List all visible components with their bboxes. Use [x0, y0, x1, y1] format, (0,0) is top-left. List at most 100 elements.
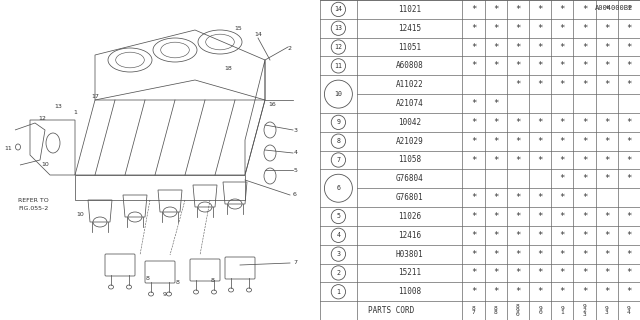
- Text: 9
0: 9 0: [538, 306, 542, 315]
- Text: 10042: 10042: [398, 118, 421, 127]
- Text: *: *: [604, 174, 609, 183]
- Text: *: *: [559, 24, 565, 33]
- Text: A21029: A21029: [396, 137, 424, 146]
- Text: *: *: [471, 118, 476, 127]
- Text: *: *: [493, 137, 499, 146]
- Text: *: *: [604, 268, 609, 277]
- Text: *: *: [604, 212, 609, 221]
- Text: 9
2
3: 9 2 3: [582, 304, 586, 317]
- Text: 1: 1: [337, 289, 340, 295]
- Text: *: *: [559, 43, 565, 52]
- Text: *: *: [582, 24, 587, 33]
- Text: *: *: [515, 193, 520, 202]
- Text: *: *: [538, 43, 543, 52]
- Text: *: *: [626, 137, 632, 146]
- Text: *: *: [559, 61, 565, 70]
- Text: 1: 1: [73, 109, 77, 115]
- Text: 12416: 12416: [398, 231, 421, 240]
- Text: *: *: [493, 231, 499, 240]
- Text: *: *: [559, 80, 565, 89]
- Text: *: *: [471, 287, 476, 296]
- Text: *: *: [515, 118, 520, 127]
- Text: *: *: [559, 193, 565, 202]
- Text: *: *: [559, 137, 565, 146]
- Text: *: *: [604, 43, 609, 52]
- Text: *: *: [604, 250, 609, 259]
- Text: *: *: [538, 80, 543, 89]
- Text: *: *: [538, 5, 543, 14]
- Text: A21074: A21074: [396, 99, 424, 108]
- Text: FIG.055-2: FIG.055-2: [18, 205, 48, 211]
- Text: 11021: 11021: [398, 5, 421, 14]
- Text: *: *: [582, 287, 587, 296]
- Text: *: *: [471, 268, 476, 277]
- Text: *: *: [471, 61, 476, 70]
- Text: *: *: [515, 24, 520, 33]
- Text: *: *: [626, 24, 632, 33]
- Text: *: *: [626, 174, 632, 183]
- Text: *: *: [471, 212, 476, 221]
- Text: *: *: [471, 5, 476, 14]
- Text: *: *: [538, 61, 543, 70]
- Text: 8: 8: [211, 277, 215, 283]
- Text: 14: 14: [334, 6, 342, 12]
- Text: *: *: [538, 24, 543, 33]
- Text: *: *: [493, 193, 499, 202]
- Text: *: *: [604, 24, 609, 33]
- Text: *: *: [626, 231, 632, 240]
- Text: G76801: G76801: [396, 193, 424, 202]
- Text: *: *: [626, 118, 632, 127]
- Text: *: *: [604, 287, 609, 296]
- Text: *: *: [626, 212, 632, 221]
- Text: *: *: [604, 5, 609, 14]
- Text: 11: 11: [4, 146, 12, 150]
- Text: *: *: [582, 250, 587, 259]
- Text: 8
7: 8 7: [472, 306, 476, 315]
- Text: *: *: [515, 61, 520, 70]
- Text: *: *: [515, 156, 520, 164]
- Text: *: *: [626, 156, 632, 164]
- Text: 12: 12: [334, 44, 342, 50]
- Text: 11051: 11051: [398, 43, 421, 52]
- Text: 9
4: 9 4: [627, 306, 631, 315]
- Text: 12415: 12415: [398, 24, 421, 33]
- Text: REFER TO: REFER TO: [18, 197, 49, 203]
- Text: *: *: [493, 268, 499, 277]
- Text: *: *: [582, 5, 587, 14]
- Text: *: *: [515, 250, 520, 259]
- Text: *: *: [559, 231, 565, 240]
- Text: *: *: [582, 80, 587, 89]
- Text: *: *: [582, 137, 587, 146]
- Text: 10: 10: [334, 91, 342, 97]
- Text: *: *: [559, 250, 565, 259]
- Text: *: *: [538, 193, 543, 202]
- Text: *: *: [538, 212, 543, 221]
- Text: *: *: [538, 118, 543, 127]
- Text: 9
3: 9 3: [605, 306, 609, 315]
- Text: *: *: [604, 156, 609, 164]
- Text: *: *: [604, 118, 609, 127]
- Text: 14: 14: [254, 33, 262, 37]
- Text: *: *: [515, 5, 520, 14]
- Text: 13: 13: [54, 105, 62, 109]
- Text: H03801: H03801: [396, 250, 424, 259]
- Text: *: *: [604, 80, 609, 89]
- Text: 16: 16: [268, 102, 276, 108]
- Text: *: *: [493, 24, 499, 33]
- Text: *: *: [493, 212, 499, 221]
- Text: *: *: [515, 137, 520, 146]
- Text: *: *: [538, 156, 543, 164]
- Text: *: *: [471, 231, 476, 240]
- Text: *: *: [559, 212, 565, 221]
- Text: 12: 12: [38, 116, 46, 121]
- Text: *: *: [604, 61, 609, 70]
- Text: 4: 4: [294, 150, 298, 156]
- Text: *: *: [604, 231, 609, 240]
- Text: *: *: [538, 250, 543, 259]
- Text: 2: 2: [337, 270, 340, 276]
- Text: *: *: [493, 250, 499, 259]
- Text: 10: 10: [76, 212, 84, 218]
- Text: 8: 8: [176, 279, 180, 284]
- Text: *: *: [515, 43, 520, 52]
- Text: *: *: [626, 250, 632, 259]
